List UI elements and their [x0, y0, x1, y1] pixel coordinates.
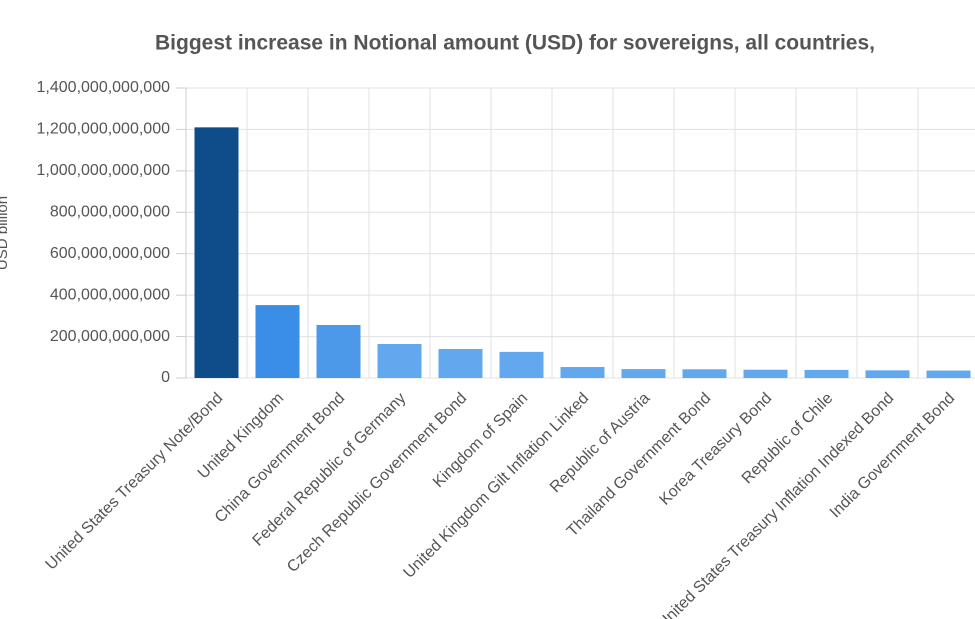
- y-tick-label: 200,000,000,000: [50, 328, 170, 345]
- chart-title: Biggest increase in Notional amount (USD…: [155, 32, 875, 55]
- bar: [560, 367, 605, 378]
- bar: [377, 344, 422, 378]
- x-tick-label: United States Treasury Note/Bond: [43, 390, 227, 574]
- y-tick-label: 1,400,000,000,000: [37, 79, 171, 96]
- y-tick-label: 600,000,000,000: [50, 245, 170, 262]
- bar: [804, 369, 849, 378]
- x-tick-label: India Government Bond: [827, 390, 959, 522]
- bar: [438, 349, 483, 378]
- x-tick-label: Korea Treasury Bond: [656, 390, 775, 509]
- y-tick-label: 1,000,000,000,000: [37, 162, 171, 179]
- y-tick-label: 0: [161, 369, 170, 386]
- bar: [499, 351, 544, 378]
- y-tick-label: 800,000,000,000: [50, 204, 170, 221]
- bar: [194, 127, 239, 378]
- bar: [255, 305, 300, 378]
- y-tick-label: 400,000,000,000: [50, 286, 170, 303]
- bar: [316, 324, 361, 378]
- x-tick-label: Republic of Austria: [547, 390, 653, 496]
- y-tick-label: 1,200,000,000,000: [37, 121, 171, 138]
- bar: [865, 370, 910, 378]
- y-axis-title: USD billion: [0, 196, 11, 270]
- bar: [621, 369, 666, 378]
- bar: [926, 370, 971, 378]
- bar: [743, 369, 788, 378]
- bar: [682, 369, 727, 378]
